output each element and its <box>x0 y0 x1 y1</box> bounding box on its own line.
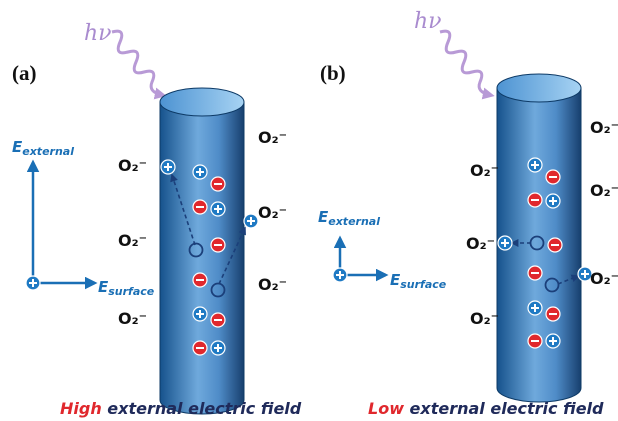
electron <box>528 266 542 280</box>
electron <box>193 273 207 287</box>
oxygen-label: O₂⁻ <box>258 275 287 294</box>
hole-charge <box>546 334 560 348</box>
nanowire-top <box>497 74 581 102</box>
oxygen-label: O₂⁻ <box>258 128 287 147</box>
oxygen-label: O₂⁻ <box>466 234 495 253</box>
caption: High external electric field <box>60 399 302 418</box>
oxygen-label: O₂⁻ <box>118 231 147 250</box>
axis-label: Esurface <box>390 271 447 291</box>
axis-label: Eexternal <box>318 208 380 228</box>
panel-label: (b) <box>320 61 346 85</box>
electron <box>211 238 225 252</box>
oxygen-label: O₂⁻ <box>470 309 499 328</box>
hole-charge <box>193 165 207 179</box>
hole-charge <box>244 214 258 228</box>
caption-rest: external electric field <box>404 399 604 418</box>
hole-charge <box>211 341 225 355</box>
electron <box>528 193 542 207</box>
subscript: surface <box>400 278 447 291</box>
oxygen-label: O₂⁻ <box>590 269 618 288</box>
electron <box>193 200 207 214</box>
oxygen-label: O₂⁻ <box>590 181 618 200</box>
oxygen-label: O₂⁻ <box>590 118 618 137</box>
electron <box>193 341 207 355</box>
hole-charge <box>528 158 542 172</box>
hole-charge <box>193 307 207 321</box>
caption-emphasis: High <box>60 399 102 418</box>
hole-charge <box>546 194 560 208</box>
electron <box>548 238 562 252</box>
subscript: external <box>328 215 380 228</box>
light-label: hν <box>414 9 442 34</box>
oxygen-label: O₂⁻ <box>118 309 147 328</box>
origin <box>26 276 40 290</box>
electron <box>546 307 560 321</box>
electron <box>211 177 225 191</box>
hole-charge <box>211 202 225 216</box>
axis-label: Esurface <box>98 278 155 298</box>
electron <box>546 170 560 184</box>
axis-label: Eexternal <box>12 138 74 158</box>
caption-rest: external electric field <box>102 399 302 418</box>
caption-emphasis: Low <box>368 399 404 418</box>
electron <box>528 334 542 348</box>
electron <box>211 313 225 327</box>
origin <box>333 268 347 282</box>
light-wave <box>440 31 490 95</box>
oxygen-label: O₂⁻ <box>118 156 147 175</box>
oxygen-label: O₂⁻ <box>470 161 499 180</box>
light-wave <box>112 31 162 95</box>
light-label: hν <box>84 21 112 46</box>
hole-charge <box>161 160 175 174</box>
caption: Low external electric field <box>368 399 604 418</box>
subscript: external <box>22 145 74 158</box>
diagram: (a) hν O₂⁻ O₂⁻ O₂⁻ O₂⁻ O₂⁻ O₂⁻ Eexternal… <box>0 0 618 421</box>
subscript: surface <box>108 285 155 298</box>
hole-charge <box>498 236 512 250</box>
hole-charge <box>528 301 542 315</box>
oxygen-label: O₂⁻ <box>258 203 287 222</box>
nanowire-top <box>160 88 244 116</box>
panel-label: (a) <box>12 61 37 85</box>
